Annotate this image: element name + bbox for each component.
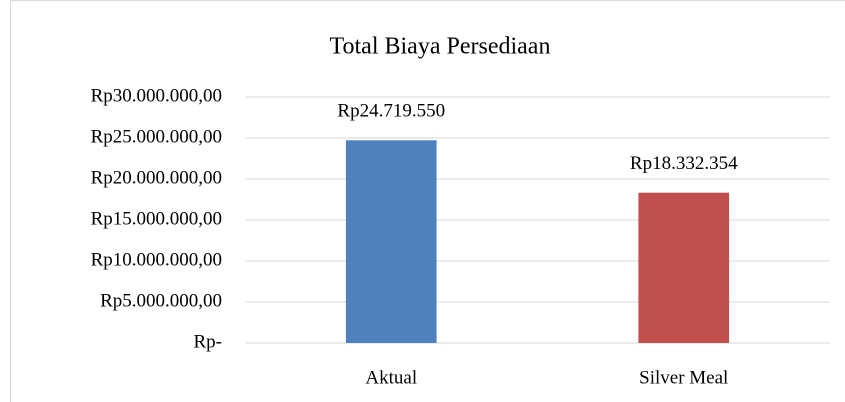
- data-label: Rp24.719.550: [337, 101, 445, 122]
- bar: [345, 140, 437, 343]
- chart-border: [10, 0, 845, 402]
- bar: [638, 192, 730, 343]
- y-tick-label: Rp15.000.000,00: [91, 208, 222, 229]
- data-label: Rp18.332.354: [630, 153, 738, 174]
- y-tick-label: Rp25.000.000,00: [91, 126, 222, 147]
- x-tick-label: Aktual: [365, 367, 417, 388]
- y-tick-label: Rp5.000.000,00: [100, 290, 222, 311]
- chart-title: Total Biaya Persediaan: [330, 34, 551, 60]
- y-tick-label: Rp30.000.000,00: [91, 85, 222, 106]
- x-tick-label: Silver Meal: [639, 367, 728, 388]
- y-tick-label: Rp20.000.000,00: [91, 167, 222, 188]
- y-tick-label: Rp-: [194, 331, 223, 352]
- y-tick-label: Rp10.000.000,00: [91, 249, 222, 270]
